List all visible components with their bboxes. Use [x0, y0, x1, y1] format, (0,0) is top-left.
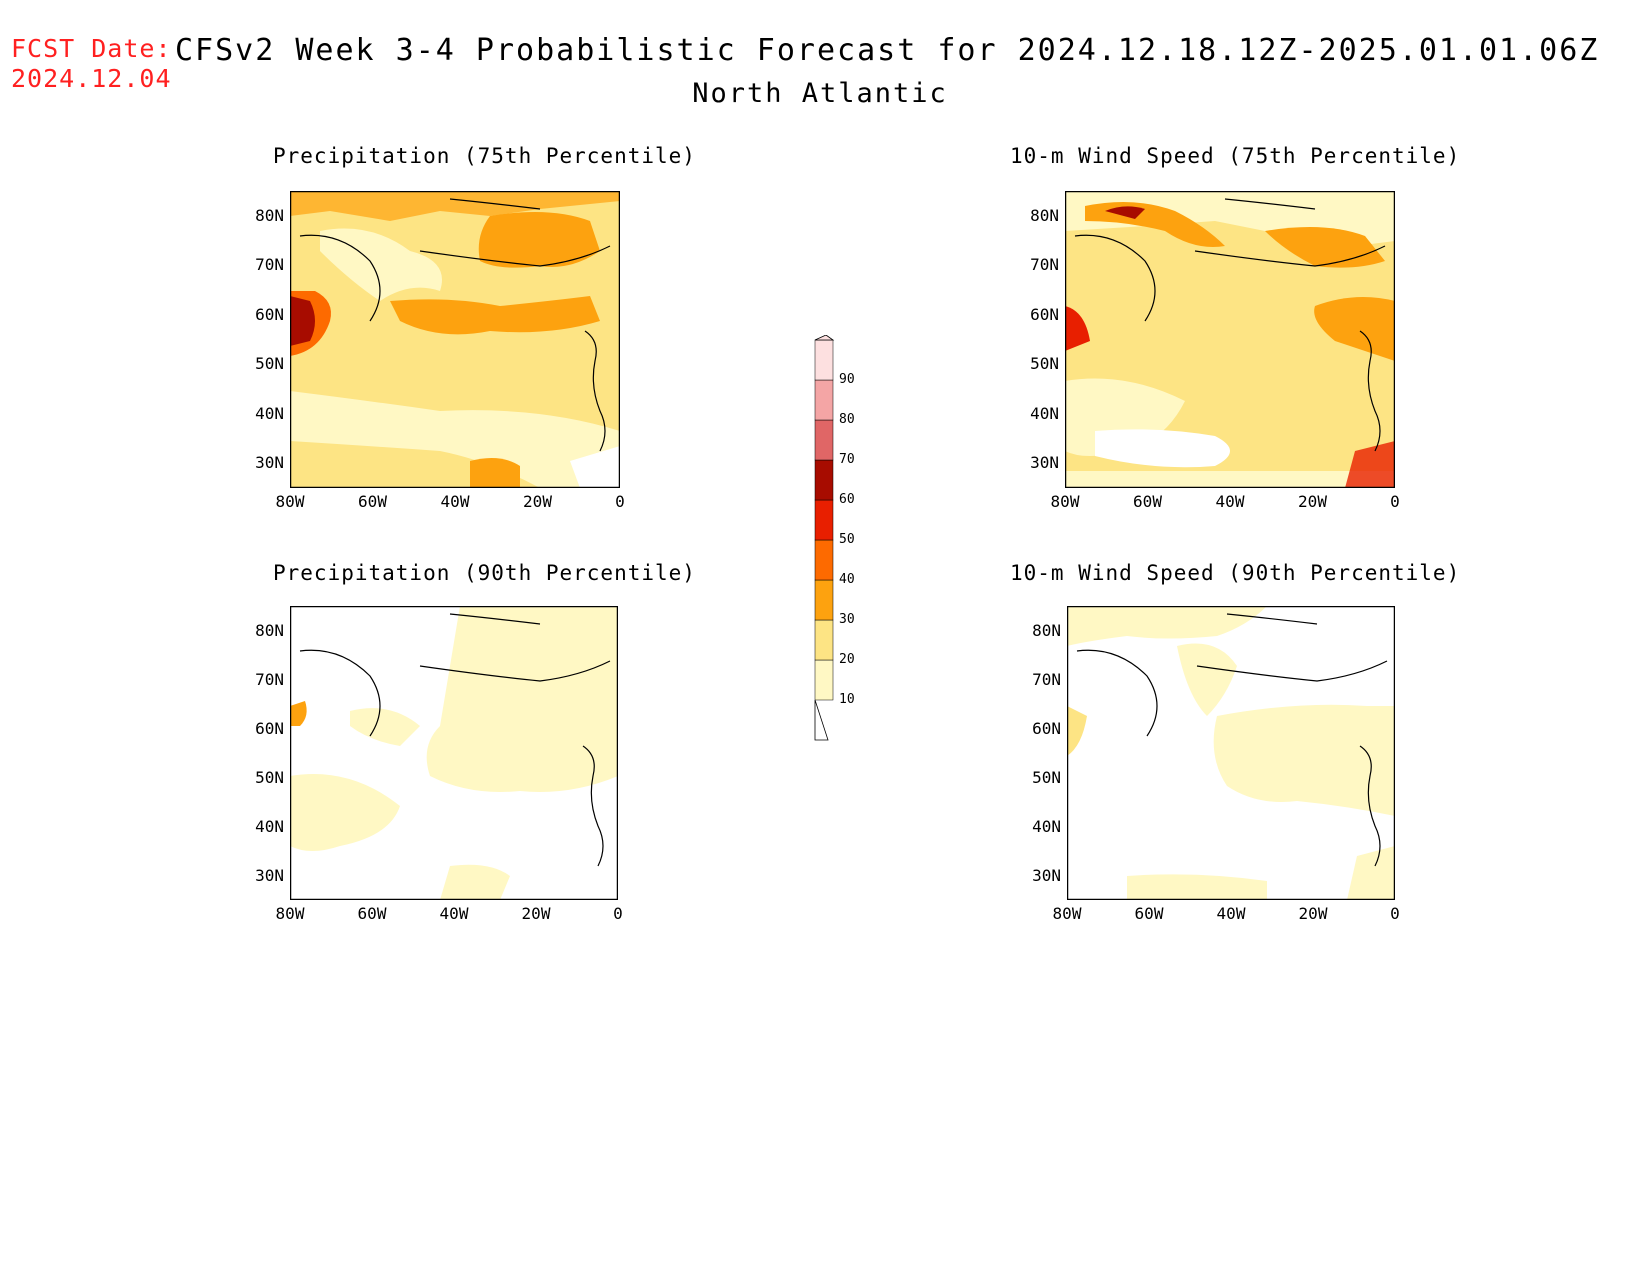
colorbar-level-label: 20 [839, 652, 855, 667]
lon-tick-label: 40W [1216, 904, 1246, 923]
region-title: North Atlantic [692, 78, 948, 109]
lat-tick-label: 40N [255, 816, 284, 836]
lat-tick-label: 80N [1032, 620, 1061, 640]
lon-tick-label: 0 [1390, 904, 1400, 923]
colorbar-level-label: 80 [839, 412, 855, 427]
lat-tick-label: 40N [1030, 403, 1059, 423]
lon-tick-label: 80W [1052, 904, 1082, 923]
map-wind-90 [1067, 606, 1395, 900]
colorbar-segment [814, 379, 834, 421]
forecast-date-value: 2024.12.04 [11, 64, 172, 93]
lat-tick-label: 40N [255, 403, 284, 423]
colorbar-level-label: 10 [839, 692, 855, 707]
lat-tick-label: 60N [255, 718, 284, 738]
colorbar-level-label: 50 [839, 532, 855, 547]
lon-tick-label: 60W [357, 904, 387, 923]
lon-tick-label: 60W [1133, 492, 1162, 511]
colorbar-level-label: 70 [839, 452, 855, 467]
panel-title-precip-75: Precipitation (75th Percentile) [273, 144, 696, 168]
lat-tick-label: 80N [255, 620, 284, 640]
colorbar-segment [814, 539, 834, 581]
lon-tick-label: 0 [613, 904, 623, 923]
lon-tick-label: 40W [1215, 492, 1245, 511]
colorbar-lower-extension [814, 699, 829, 741]
lat-tick-label: 30N [1032, 865, 1061, 885]
lon-tick-label: 60W [358, 492, 387, 511]
colorbar-segment [814, 579, 834, 621]
lat-tick-label: 70N [1030, 255, 1059, 275]
map-wind-75 [1065, 191, 1395, 488]
lat-tick-label: 60N [1032, 718, 1061, 738]
colorbar-level-label: 30 [839, 612, 855, 627]
forecast-date-label: FCST Date: [11, 34, 172, 63]
colorbar-level-label: 40 [839, 572, 855, 587]
lon-tick-label: 20W [1298, 904, 1328, 923]
lon-tick-label: 60W [1134, 904, 1164, 923]
figure-title: CFSv2 Week 3-4 Probabilistic Forecast fo… [175, 33, 1600, 68]
lat-tick-label: 60N [255, 304, 284, 324]
colorbar-segment [814, 459, 834, 501]
lat-tick-label: 50N [255, 354, 284, 374]
lat-tick-label: 30N [255, 865, 284, 885]
forecast-date: FCST Date: 2024.12.04 [11, 34, 172, 94]
lat-tick-label: 70N [255, 255, 284, 275]
lon-tick-label: 20W [1298, 492, 1327, 511]
lon-tick-label: 0 [615, 492, 625, 511]
lat-tick-label: 50N [1030, 354, 1059, 374]
lat-tick-label: 60N [1030, 304, 1059, 324]
lon-tick-label: 80W [275, 904, 305, 923]
lon-tick-label: 80W [275, 492, 305, 511]
panel-title-precip-90: Precipitation (90th Percentile) [273, 561, 696, 585]
lat-tick-label: 50N [255, 767, 284, 787]
panel-title-wind-75: 10-m Wind Speed (75th Percentile) [1010, 144, 1461, 168]
colorbar-segment [814, 659, 834, 701]
colorbar-level-label: 90 [839, 372, 855, 387]
lat-tick-label: 30N [1030, 453, 1059, 473]
lon-tick-label: 40W [439, 904, 469, 923]
map-precip-75 [290, 191, 620, 488]
map-precip-90 [290, 606, 618, 900]
lat-tick-label: 40N [1032, 816, 1061, 836]
lon-tick-label: 80W [1050, 492, 1080, 511]
lon-tick-label: 40W [440, 492, 470, 511]
colorbar-segment [814, 499, 834, 541]
colorbar-level-label: 60 [839, 492, 855, 507]
colorbar-segment [814, 419, 834, 461]
lat-tick-label: 80N [1030, 205, 1059, 225]
lat-tick-label: 80N [255, 205, 284, 225]
lat-tick-label: 50N [1032, 767, 1061, 787]
lat-tick-label: 70N [1032, 669, 1061, 689]
lon-tick-label: 20W [521, 904, 551, 923]
lon-tick-label: 20W [523, 492, 552, 511]
colorbar-segment [814, 339, 834, 381]
panel-title-wind-90: 10-m Wind Speed (90th Percentile) [1010, 561, 1461, 585]
lon-tick-label: 0 [1390, 492, 1400, 511]
lat-tick-label: 30N [255, 453, 284, 473]
lat-tick-label: 70N [255, 669, 284, 689]
colorbar [814, 335, 835, 741]
colorbar-segment [814, 619, 834, 661]
colorbar-upper-extension [814, 335, 835, 341]
